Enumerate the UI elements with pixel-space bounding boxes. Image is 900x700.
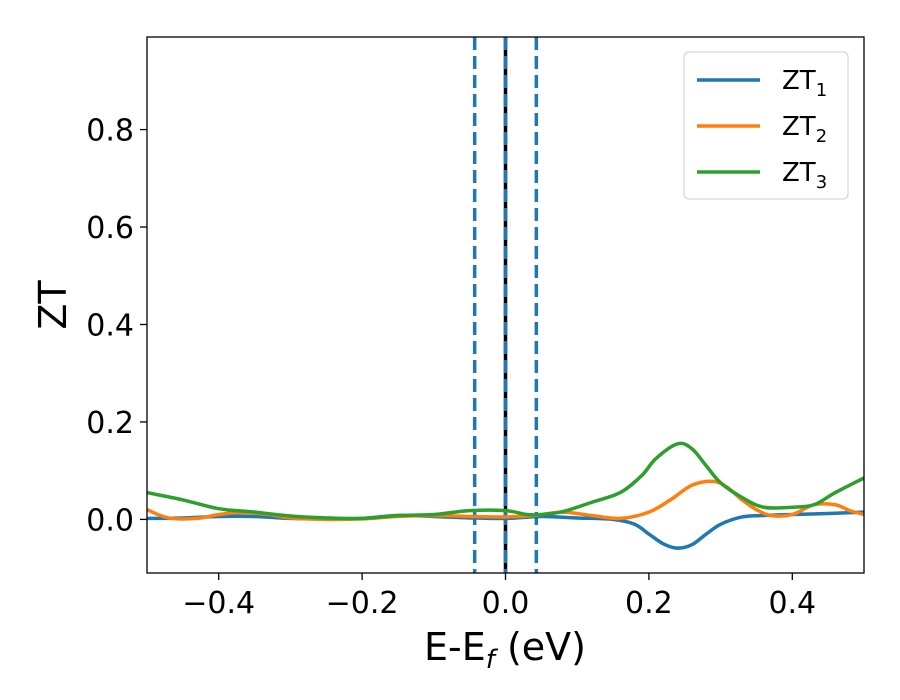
- legend-label-zt1: ZT1: [782, 66, 827, 101]
- y-tick-label: 0.6: [86, 211, 134, 246]
- y-axis-label: ZT: [31, 280, 75, 330]
- legend-label-zt2: ZT2: [782, 112, 827, 147]
- x-axis-label: E-Ef (eV): [424, 625, 586, 675]
- x-tick-label: 0.4: [768, 586, 816, 621]
- y-tick-label: 0.2: [86, 406, 134, 441]
- x-axis-label-base: E-E: [424, 625, 486, 669]
- series-line-zt3: [147, 441, 864, 521]
- x-axis-ticks: −0.4 −0.2 0.0 0.2 0.4: [182, 573, 816, 621]
- y-tick-label: 0.8: [86, 114, 134, 149]
- x-axis-label-unit: (eV): [495, 625, 586, 669]
- legend-box: [683, 51, 849, 200]
- legend-label-zt3: ZT3: [782, 158, 827, 193]
- x-tick-label: 0.0: [482, 586, 530, 621]
- y-tick-label: 0.0: [86, 503, 134, 538]
- x-tick-label: 0.2: [625, 586, 673, 621]
- x-tick-label: −0.4: [182, 586, 255, 621]
- legend: ZT1 ZT2 ZT3: [683, 51, 849, 200]
- reference-lines: [472, 37, 539, 573]
- y-tick-label: 0.4: [86, 308, 134, 343]
- y-axis-ticks: 0.0 0.2 0.4 0.6 0.8: [86, 114, 147, 538]
- x-tick-label: −0.2: [326, 586, 399, 621]
- series-lines: [147, 441, 864, 550]
